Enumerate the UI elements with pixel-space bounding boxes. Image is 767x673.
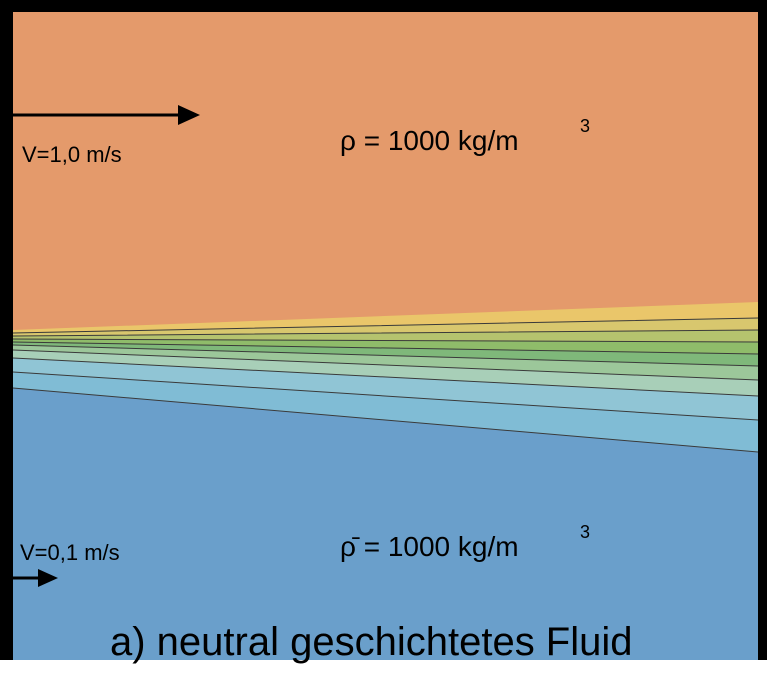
upper-density: ρ = 1000 kg/m [340, 125, 519, 156]
lower-density: ρ̄ = 1000 kg/m [340, 531, 519, 562]
caption: a) neutral geschichtetes Fluid [110, 620, 633, 664]
upper-velocity: V=1,0 m/s [22, 142, 122, 167]
lower-velocity: V=0,1 m/s [20, 540, 120, 565]
upper-fluid [13, 12, 758, 332]
figure: V=1,0 m/s ρ = 1000 kg/m 3 V=0,1 m/s ρ̄ =… [0, 0, 767, 673]
upper-density-exponent: 3 [580, 116, 590, 136]
lower-density-exponent: 3 [580, 522, 590, 542]
